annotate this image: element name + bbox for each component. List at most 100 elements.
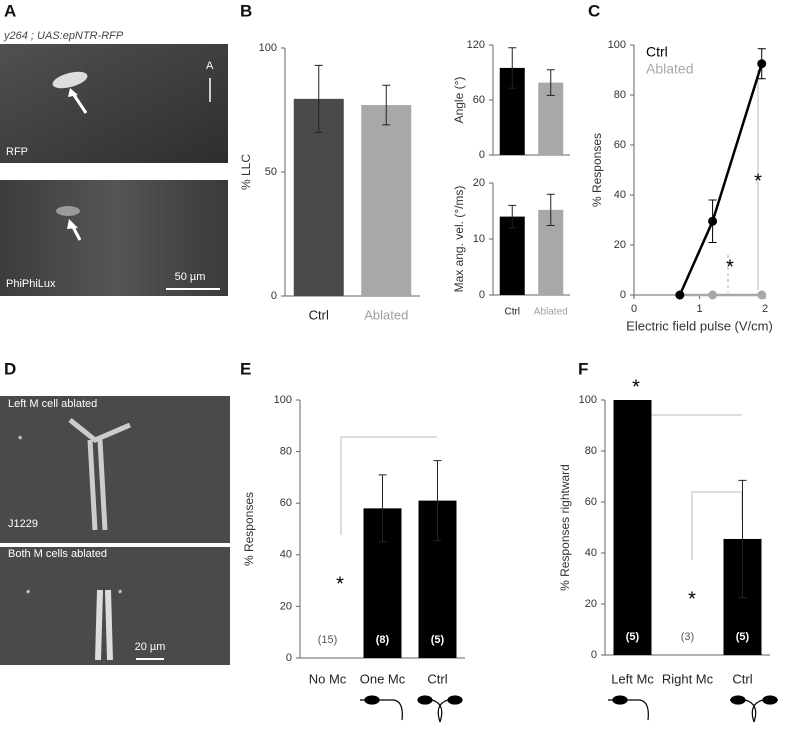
image-label: J1229: [8, 518, 38, 530]
icons: [360, 695, 778, 723]
y-axis-label: Angle (°): [452, 77, 466, 124]
y-tick-label: 80: [280, 446, 292, 458]
x-tick-label: 0: [631, 303, 637, 315]
point: [757, 59, 767, 69]
annotation: *: [688, 588, 696, 610]
cell: [52, 71, 88, 89]
y-axis-label: Max ang. vel. (°/ms): [452, 186, 466, 293]
y-axis-label: % LLC: [239, 154, 253, 190]
error-bar: [314, 64, 323, 133]
bar: [499, 216, 525, 295]
image-label: Left M cell ablated: [8, 398, 97, 410]
x-axis-label: Electric field pulse (V/cm): [626, 318, 773, 333]
y-tick-label: 0: [479, 149, 485, 161]
neuron: [95, 589, 113, 661]
rfp-image: [0, 44, 228, 163]
bracket: [340, 436, 437, 535]
star: *: [118, 588, 123, 600]
n-label: (5): [626, 631, 640, 643]
error-bar: [378, 474, 387, 543]
orientation-label: A: [206, 60, 214, 72]
n-label: (5): [736, 631, 750, 643]
y-tick-label: 100: [274, 394, 292, 406]
line: [678, 63, 763, 296]
star: *: [18, 434, 23, 446]
y-tick-label: 0: [591, 649, 597, 661]
annotation: *: [632, 376, 640, 398]
n-label: (15): [318, 634, 338, 646]
y-tick-label: 80: [585, 445, 597, 457]
y-axis-label: % Responses: [590, 133, 604, 207]
arrowhead: [67, 219, 78, 229]
scale-label: 20 µm: [135, 641, 166, 653]
x-tick-label: Left Mc: [611, 671, 654, 686]
neuron: [68, 418, 131, 531]
x-tick-label: Ctrl: [427, 671, 447, 686]
point: [708, 216, 718, 226]
x-tick-label: 2: [762, 303, 768, 315]
point: [757, 290, 767, 300]
y-tick-label: 40: [585, 547, 597, 559]
annotation: *: [726, 256, 734, 278]
error-bar: [546, 69, 555, 96]
y-tick-label: 60: [280, 497, 292, 509]
y-tick-label: 0: [286, 652, 292, 664]
y-tick-label: 100: [608, 39, 626, 51]
y-tick-label: 0: [479, 289, 485, 301]
point: [675, 290, 685, 300]
y-tick-label: 0: [620, 289, 626, 301]
panel-letter: D: [4, 359, 16, 378]
point: [708, 290, 718, 300]
x-tick-label: Ablated: [364, 307, 408, 322]
panel-letter: E: [240, 359, 251, 378]
y-tick-label: 60: [614, 139, 626, 151]
y-tick-label: 20: [473, 177, 485, 189]
error-bar: [508, 47, 517, 89]
phiphilux-image: [0, 180, 228, 296]
y-tick-label: 10: [473, 233, 485, 245]
ablation-image: [0, 547, 230, 665]
panel-letter: A: [4, 1, 16, 20]
y-tick-label: 0: [271, 290, 277, 302]
y-axis-label: % Responses: [242, 492, 256, 566]
image-label: RFP: [6, 146, 28, 158]
ablation-image: [0, 396, 230, 543]
x-tick-label: Ablated: [534, 307, 568, 318]
x-tick-label: Ctrl: [732, 671, 752, 686]
x-tick-label: 1: [696, 303, 702, 315]
y-axis-label: % Responses rightward: [558, 464, 572, 591]
legend-label: Ablated: [646, 61, 693, 77]
x-tick-label: Right Mc: [662, 671, 714, 686]
scale-label: 50 µm: [175, 271, 206, 283]
arrowhead: [68, 88, 78, 97]
y-tick-label: 120: [467, 39, 485, 51]
y-tick-label: 40: [280, 549, 292, 561]
error-bar: [433, 460, 442, 542]
n-label: (3): [681, 631, 694, 643]
panel-letter: F: [578, 359, 588, 378]
y-tick-label: 80: [614, 89, 626, 101]
cell: [56, 206, 80, 216]
x-tick-label: One Mc: [360, 671, 406, 686]
y-tick-label: 20: [614, 239, 626, 251]
y-tick-label: 100: [579, 394, 597, 406]
n-label: (5): [431, 634, 445, 646]
star: *: [26, 588, 31, 600]
bar: [361, 105, 412, 296]
x-tick-label: No Mc: [309, 671, 347, 686]
image-label: Both M cells ablated: [8, 548, 107, 560]
x-tick-label: Ctrl: [309, 307, 329, 322]
y-tick-label: 20: [280, 600, 292, 612]
bar: [613, 400, 652, 655]
y-tick-label: 50: [265, 166, 277, 178]
y-tick-label: 100: [259, 42, 277, 54]
n-label: (8): [376, 634, 390, 646]
annotation: *: [754, 170, 762, 192]
annotation: *: [336, 573, 344, 595]
y-tick-label: 60: [473, 94, 485, 106]
panel-letter: C: [588, 1, 600, 20]
image-label: PhiPhiLux: [6, 278, 56, 290]
legend-label: Ctrl: [646, 44, 668, 60]
y-tick-label: 40: [614, 189, 626, 201]
